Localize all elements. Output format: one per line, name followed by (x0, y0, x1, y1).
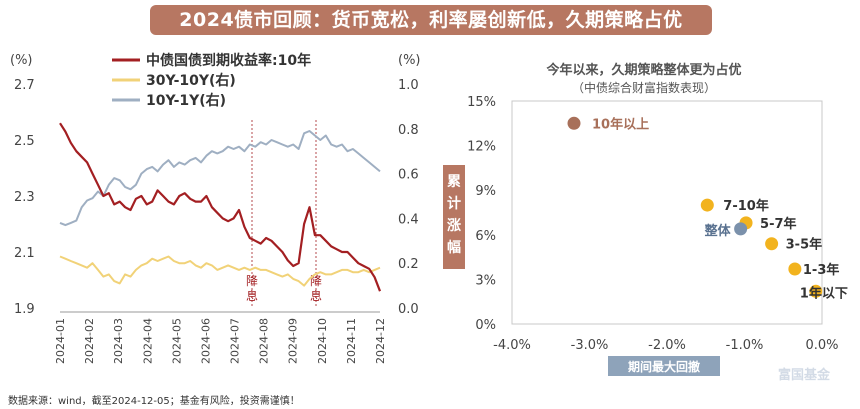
y-label-char: 累 (447, 174, 461, 190)
x-tick-label: 2024-09 (287, 318, 300, 364)
x-tick-label: 2024-10 (316, 318, 329, 364)
x-tick-label: 2024-08 (258, 318, 271, 364)
y-tick-label: 0% (475, 318, 496, 333)
x-tick-label: -3.0% (571, 338, 609, 353)
series-line (59, 255, 381, 287)
scatter-point (765, 237, 779, 251)
scatter-point-label: 1年以下 (800, 285, 848, 301)
right-tick-label: 0.0 (398, 302, 419, 317)
series-line (59, 130, 381, 227)
y-tick-label: 15% (467, 95, 496, 110)
series-line (59, 122, 382, 292)
scatter-axes: 15% 12% 9% 6% 3% 0% -4.0% -3.0% -2.0% -1.0% 0.0% (467, 95, 838, 353)
scatter-points: 10年以上 7-10年 5-7年 整体 3-5年 1-3年 1年以下 (567, 116, 848, 301)
x-tick-label: 2024-05 (170, 318, 183, 364)
y-tick-label: 12% (467, 140, 496, 155)
line-series (59, 122, 382, 292)
left-tick-label: 1.9 (14, 302, 35, 317)
x-tick-label: -1.0% (726, 338, 764, 353)
x-tick-label: 2024-07 (229, 318, 242, 364)
left-tick-label: 2.5 (14, 134, 35, 149)
scatter-point-label: 1-3年 (803, 262, 840, 278)
x-tick-label: 2024-01 (54, 318, 67, 364)
x-tick-label: 2024-11 (345, 318, 358, 364)
x-axis-ticks: 2024-01 2024-02 2024-03 2024-04 2024-05 2024-… (54, 311, 387, 364)
right-y-ticks: 1.0 0.8 0.6 0.4 0.2 0.0 (398, 78, 419, 317)
x-tick-label: 2024-02 (83, 318, 96, 364)
y-tick-label: 6% (475, 229, 496, 244)
scatter-point-label: 整体 (704, 223, 732, 239)
right-tick-label: 0.6 (398, 168, 419, 183)
right-tick-label: 0.8 (398, 123, 419, 138)
left-tick-label: 2.7 (14, 78, 35, 93)
y-label-box (443, 165, 465, 269)
right-tick-label: 0.4 (398, 212, 419, 227)
watermark-logo: 富国基金 (778, 368, 831, 383)
x-tick-label: 2024-04 (141, 318, 154, 364)
x-tick-label: -2.0% (648, 338, 686, 353)
source-footnote: 数据来源：wind，截至2024-12-05；基金有风险，投资需谨慎！ (8, 396, 300, 407)
scatter-point (700, 198, 714, 212)
banner-title: 2024债市回顾：货币宽松，利率屡创新低，久期策略占优 (150, 5, 712, 35)
scatter-point-label: 10年以上 (592, 116, 649, 132)
x-tick-label: 2024-06 (199, 318, 212, 364)
scatter-point (809, 284, 823, 298)
event-label: 息 (310, 288, 322, 303)
event-label: 降 (310, 274, 322, 288)
legend-label: 10Y-1Y(右) (146, 92, 226, 109)
scatter-point-label: 7-10年 (723, 198, 769, 214)
left-axis-unit: (%) (10, 53, 33, 68)
right-tick-label: 0.2 (398, 257, 419, 272)
scatter-plot-frame (511, 100, 823, 325)
scatter-point-label: 3-5年 (786, 237, 823, 253)
y-label-char: 涨 (447, 218, 461, 234)
x-tick-label: 2024-12 (374, 318, 387, 364)
legend-label: 中债国债到期收益率:10年 (146, 52, 311, 69)
scatter-point (788, 262, 802, 276)
legend-label: 30Y-10Y(右) (146, 72, 236, 89)
scatter-title: 今年以来，久期策略整体更为占优 (545, 62, 741, 78)
x-tick-label: 0.0% (805, 338, 838, 353)
left-tick-label: 2.1 (14, 246, 35, 261)
y-label-char: 计 (447, 195, 461, 212)
scatter-subtitle: （中债综合财富指数表现） (572, 80, 716, 95)
legend: 中债国债到期收益率:10年 30Y-10Y(右) 10Y-1Y(右) (112, 52, 311, 109)
y-tick-label: 9% (475, 184, 496, 199)
event-label: 降 (246, 274, 258, 288)
right-axis-unit: (%) (398, 53, 421, 68)
y-tick-label: 3% (475, 273, 496, 288)
scatter-point-label: 5-7年 (760, 216, 797, 232)
scatter-point (567, 116, 581, 130)
event-label: 息 (246, 288, 258, 303)
x-label-box (608, 356, 720, 376)
right-tick-label: 1.0 (398, 78, 419, 93)
scatter-point (734, 222, 748, 236)
left-y-ticks: 2.7 2.5 2.3 2.1 1.9 (14, 78, 35, 317)
y-label-char: 幅 (447, 239, 461, 256)
x-tick-label: 2024-03 (112, 318, 125, 364)
left-tick-label: 2.3 (14, 190, 35, 205)
scatter-x-label: 期间最大回撤 (628, 359, 700, 374)
x-tick-label: -4.0% (493, 338, 531, 353)
